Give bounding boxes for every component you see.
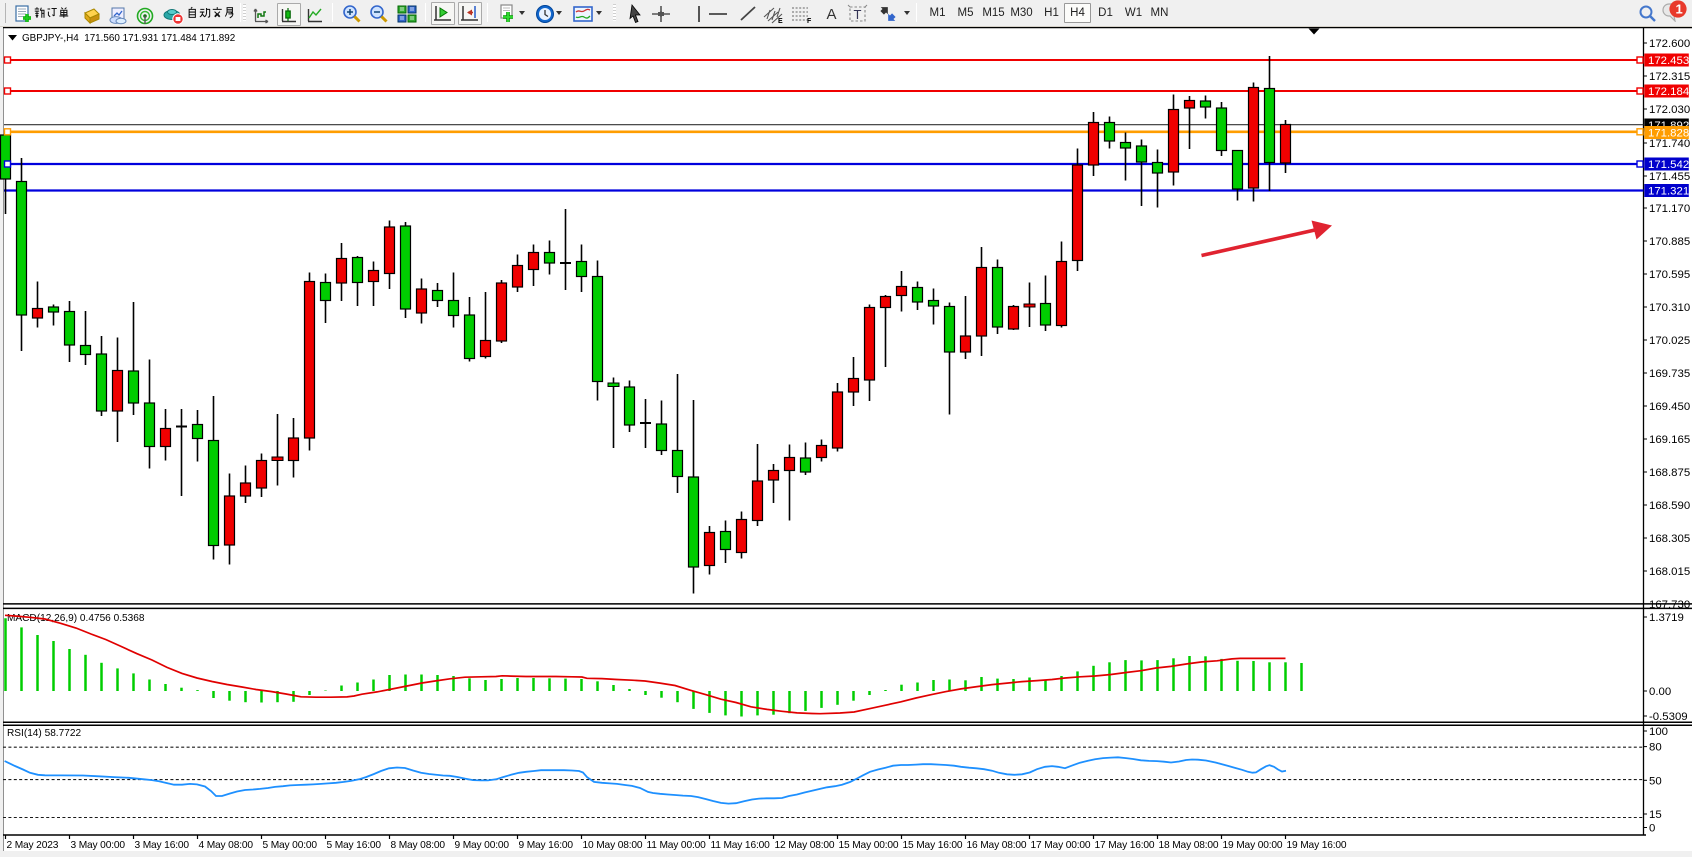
svg-text:171.740: 171.740: [1649, 138, 1690, 150]
svg-text:F: F: [807, 18, 812, 24]
svg-text:171.170: 171.170: [1649, 203, 1690, 215]
svg-text:172.030: 172.030: [1649, 104, 1690, 116]
svg-text:A: A: [827, 6, 837, 23]
svg-text:15 May 00:00: 15 May 00:00: [839, 840, 899, 851]
svg-text:RSI(14) 58.7722: RSI(14) 58.7722: [7, 728, 81, 739]
svg-text:168.875: 168.875: [1649, 467, 1690, 479]
svg-text:50: 50: [1649, 775, 1662, 787]
svg-text:E: E: [778, 18, 783, 24]
svg-text:1.3719: 1.3719: [1649, 612, 1684, 624]
svg-text:T: T: [854, 7, 862, 22]
svg-text:12 May 08:00: 12 May 08:00: [775, 840, 835, 851]
svg-text:3 May 00:00: 3 May 00:00: [71, 840, 126, 851]
svg-text:4 May 08:00: 4 May 08:00: [199, 840, 254, 851]
svg-text:16 May 08:00: 16 May 08:00: [967, 840, 1027, 851]
svg-text:170.885: 170.885: [1649, 236, 1690, 248]
svg-text:171.455: 171.455: [1649, 171, 1690, 183]
svg-text:8 May 08:00: 8 May 08:00: [391, 840, 446, 851]
svg-text:172.600: 172.600: [1649, 38, 1690, 50]
svg-text:168.015: 168.015: [1649, 566, 1690, 578]
svg-text:0.00: 0.00: [1649, 686, 1671, 698]
svg-text:171.542: 171.542: [1648, 159, 1689, 171]
svg-text:17 May 00:00: 17 May 00:00: [1031, 840, 1091, 851]
svg-text:80: 80: [1649, 742, 1662, 754]
svg-text:169.450: 169.450: [1649, 401, 1690, 413]
svg-text:MACD(12,26,9) 0.4756 0.5368: MACD(12,26,9) 0.4756 0.5368: [7, 613, 145, 624]
svg-text:172.315: 172.315: [1649, 71, 1690, 83]
svg-text:169.165: 169.165: [1649, 434, 1690, 446]
svg-text:170.595: 170.595: [1649, 269, 1690, 281]
svg-text:170.025: 170.025: [1649, 335, 1690, 347]
svg-text:172.453: 172.453: [1648, 55, 1689, 67]
svg-text:11 May 00:00: 11 May 00:00: [647, 840, 707, 851]
svg-text:171.321: 171.321: [1648, 186, 1689, 198]
svg-text:167.730: 167.730: [1649, 599, 1690, 611]
svg-text:171.828: 171.828: [1648, 128, 1689, 140]
svg-text:169.735: 169.735: [1649, 368, 1690, 380]
svg-text:168.590: 168.590: [1649, 500, 1690, 512]
svg-text:11 May 16:00: 11 May 16:00: [711, 840, 771, 851]
svg-text:2 May 2023: 2 May 2023: [7, 840, 59, 851]
svg-text:-0.5309: -0.5309: [1649, 711, 1688, 723]
svg-text:10 May 08:00: 10 May 08:00: [583, 840, 643, 851]
svg-text:100: 100: [1649, 726, 1668, 738]
svg-text:9 May 00:00: 9 May 00:00: [455, 840, 510, 851]
svg-text:9 May 16:00: 9 May 16:00: [519, 840, 574, 851]
svg-text:19 May 00:00: 19 May 00:00: [1223, 840, 1283, 851]
svg-text:0: 0: [1649, 823, 1655, 835]
svg-text:5 May 16:00: 5 May 16:00: [327, 840, 382, 851]
svg-text:15 May 16:00: 15 May 16:00: [903, 840, 963, 851]
svg-text:GBPJPY-,H4 171.560 171.931 17: GBPJPY-,H4 171.560 171.931 171.484 171.8…: [22, 33, 235, 44]
svg-text:170.310: 170.310: [1649, 302, 1690, 314]
svg-text:3 May 16:00: 3 May 16:00: [135, 840, 190, 851]
svg-text:17 May 16:00: 17 May 16:00: [1095, 840, 1155, 851]
svg-text:172.184: 172.184: [1648, 86, 1689, 98]
svg-text:5 May 00:00: 5 May 00:00: [263, 840, 318, 851]
svg-text:15: 15: [1649, 809, 1662, 821]
svg-text:18 May 08:00: 18 May 08:00: [1159, 840, 1219, 851]
svg-text:19 May 16:00: 19 May 16:00: [1287, 840, 1347, 851]
svg-text:1: 1: [1676, 2, 1683, 17]
svg-text:168.305: 168.305: [1649, 533, 1690, 545]
